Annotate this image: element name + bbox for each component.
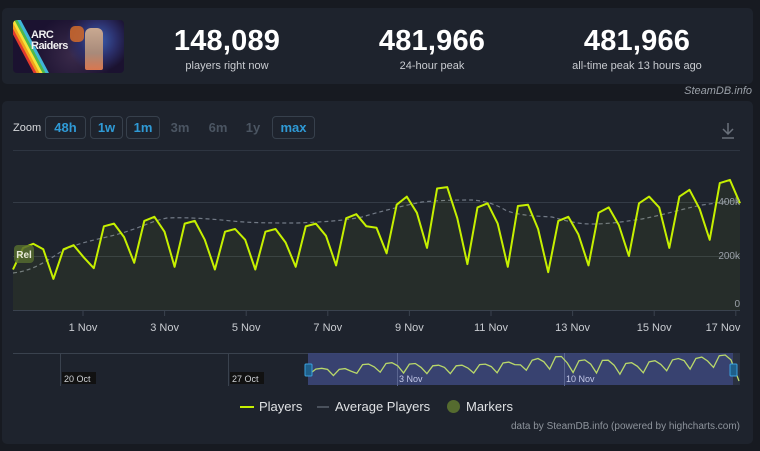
legend-average-players[interactable]: Average Players	[317, 399, 430, 414]
stat-label: all-time peak 13 hours ago	[572, 60, 702, 72]
stat-24h-peak: 481,966 24-hour peak	[357, 26, 507, 73]
x-tick-label: 3 Nov	[150, 322, 179, 334]
stat-label: 24-hour peak	[399, 60, 465, 72]
marker-rel[interactable]: Rel	[14, 245, 34, 263]
navigator-label: 3 Nov	[399, 374, 423, 384]
navigator-selection[interactable]	[308, 353, 733, 385]
zoom-1w-button[interactable]: 1w	[90, 116, 123, 139]
x-tick-label: 13 Nov	[555, 322, 590, 334]
legend-markers[interactable]: Markers	[447, 399, 513, 414]
zoom-3m-button: 3m	[163, 116, 197, 139]
navigator-label: 27 Oct	[232, 374, 259, 384]
navigator-label: 10 Nov	[566, 374, 595, 384]
navigator-label: 20 Oct	[64, 374, 91, 384]
players-line-icon	[240, 405, 254, 408]
y-tick-200k: 200k	[718, 251, 741, 262]
chart-card: Zoom 48h 1w 1m 3m 6m 1y max Rel 400k 200…	[2, 101, 753, 444]
zoom-label: Zoom	[13, 122, 42, 134]
download-icon[interactable]	[720, 121, 736, 141]
average-line-icon	[317, 405, 329, 408]
y-tick-0: 0	[734, 299, 740, 310]
zoom-1m-button[interactable]: 1m	[126, 116, 160, 139]
x-tick-label: 15 Nov	[637, 322, 672, 334]
character-icon	[85, 28, 103, 70]
x-tick-label: 5 Nov	[232, 322, 261, 334]
marker-dot-icon	[447, 400, 460, 413]
x-tick-label: 1 Nov	[69, 322, 98, 334]
zoom-48h-button[interactable]: 48h	[45, 116, 86, 139]
zoom-1y-button: 1y	[238, 116, 268, 139]
navigator-left-handle[interactable]	[304, 363, 313, 377]
character-icon	[70, 26, 84, 42]
steamdb-credit-link[interactable]: SteamDB.info	[684, 85, 752, 97]
game-capsule-image[interactable]: ARC Raiders	[13, 20, 124, 73]
highcharts-credit-link[interactable]: data by SteamDB.info (powered by highcha…	[511, 421, 740, 432]
zoom-6m-button: 6m	[201, 116, 235, 139]
x-tick-label: 17 Nov	[706, 322, 741, 334]
svg-text:Rel: Rel	[16, 250, 32, 261]
stat-all-time-peak: 481,966 all-time peak 13 hours ago	[547, 26, 727, 73]
x-tick-label: 9 Nov	[395, 322, 424, 334]
zoom-max-button[interactable]: max	[272, 116, 315, 139]
stat-value: 148,089	[173, 25, 281, 57]
stat-value: 481,966	[583, 25, 691, 57]
stat-current-players: 148,089 players right now	[152, 26, 302, 73]
stat-label: players right now	[185, 60, 269, 72]
player-count-chart[interactable]: Rel 400k 200k 0 1 Nov 3 Nov 5 Nov 7 Nov 9 No…	[2, 101, 753, 444]
legend-players[interactable]: Players	[240, 399, 302, 414]
game-logo: ARC Raiders	[31, 29, 68, 52]
x-tick-label: 11 Nov	[474, 322, 509, 334]
navigator-right-handle[interactable]	[729, 363, 738, 377]
y-tick-400k: 400k	[718, 197, 741, 208]
stat-value: 481,966	[378, 25, 486, 57]
x-tick-label: 7 Nov	[313, 322, 342, 334]
stats-card: ARC Raiders 148,089 players right now 48…	[2, 8, 753, 84]
